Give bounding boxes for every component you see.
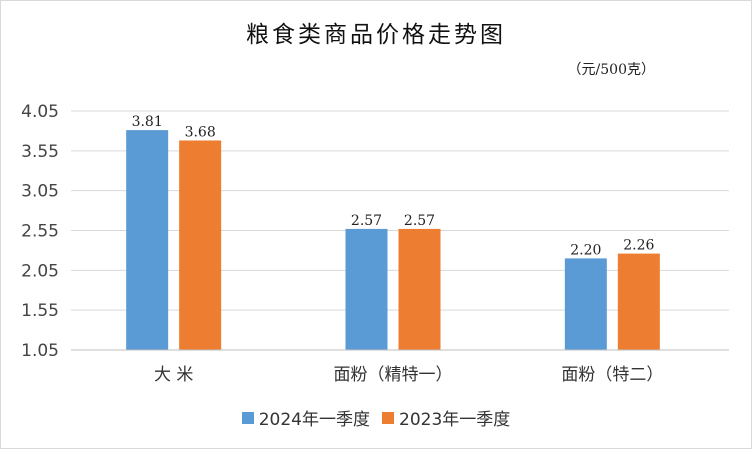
chart-title: 粮食类商品价格走势图 <box>246 22 506 48</box>
data-label: 3.68 <box>185 124 216 140</box>
x-tick-label: 面粉（精特一） <box>334 365 453 385</box>
bar-series-1 <box>564 258 607 350</box>
legend-label-series-1: 2024年一季度 <box>258 410 370 430</box>
bar-series-1 <box>126 130 169 350</box>
y-tick-label: 3.55 <box>21 142 59 162</box>
data-label: 3.81 <box>132 114 163 130</box>
x-tick-label: 面粉（特二） <box>561 365 663 385</box>
x-tick-label: 大 米 <box>154 365 193 385</box>
data-label: 2.26 <box>623 238 654 254</box>
data-label: 2.57 <box>351 213 382 229</box>
data-label: 2.57 <box>404 213 435 229</box>
legend-swatch-series-2 <box>382 411 394 424</box>
unit-label: （元/500克） <box>567 62 655 78</box>
legend-item-series-1: 2024年一季度 <box>241 405 370 430</box>
y-tick-label: 3.05 <box>21 182 59 202</box>
bar-series-2 <box>179 140 222 350</box>
y-tick-label: 1.05 <box>21 341 59 361</box>
y-tick-label: 4.05 <box>21 102 59 122</box>
y-tick-label: 2.05 <box>21 261 59 281</box>
y-tick-label: 2.55 <box>21 222 59 242</box>
legend-item-series-2: 2023年一季度 <box>382 405 510 430</box>
chart-legend: 2024年一季度 2023年一季度 <box>1 405 751 430</box>
bar-series-2 <box>617 253 660 350</box>
legend-label-series-2: 2023年一季度 <box>399 410 511 430</box>
data-label: 2.20 <box>570 242 601 258</box>
bar-series-2 <box>398 228 441 350</box>
y-tick-label: 1.55 <box>21 301 59 321</box>
bar-series-1 <box>345 228 388 350</box>
legend-swatch-series-1 <box>241 411 254 424</box>
